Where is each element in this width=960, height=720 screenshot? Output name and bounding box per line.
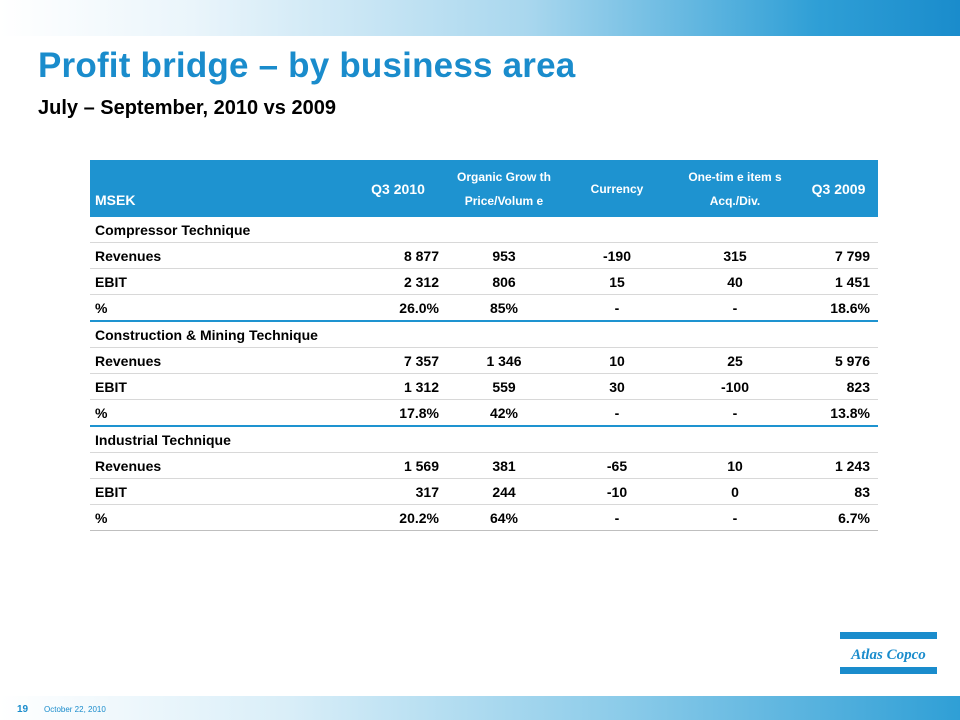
cell-q3-2009: 13.8% (799, 399, 878, 427)
section-title: Construction & Mining Technique (90, 321, 878, 348)
section-row-construction-mining-technique: Construction & Mining Technique (90, 321, 878, 348)
cell-organic: 381 (445, 452, 563, 479)
top-gradient-band (0, 0, 960, 36)
cell-organic: 806 (445, 268, 563, 295)
cell-currency: - (563, 399, 671, 427)
cell-onetime: 315 (671, 242, 799, 269)
row-label: EBIT (90, 478, 351, 505)
section-title: Compressor Technique (90, 217, 878, 243)
table-row: % 20.2% 64% - - 6.7% (90, 504, 878, 531)
table-row: % 17.8% 42% - - 13.8% (90, 399, 878, 427)
atlas-copco-logo: Atlas Copco (840, 632, 937, 674)
cell-q3-2010: 8 877 (351, 242, 445, 269)
cell-onetime: - (671, 294, 799, 322)
cell-q3-2010: 1 312 (351, 373, 445, 400)
table-row: EBIT 2 312 806 15 40 1 451 (90, 268, 878, 295)
bottom-gradient-band (0, 696, 960, 720)
cell-q3-2010: 7 357 (351, 347, 445, 374)
cell-organic: 559 (445, 373, 563, 400)
cell-q3-2009: 1 451 (799, 268, 878, 295)
cell-q3-2009: 18.6% (799, 294, 878, 322)
cell-onetime: 10 (671, 452, 799, 479)
cell-currency: 10 (563, 347, 671, 374)
cell-organic: 42% (445, 399, 563, 427)
header-onetime-items: One-tim e item s Acq./Div. (671, 160, 799, 217)
header-currency: Currency (563, 160, 671, 217)
slide-title: Profit bridge – by business area (38, 46, 576, 85)
cell-onetime: - (671, 399, 799, 427)
cell-organic: 64% (445, 504, 563, 531)
cell-organic: 244 (445, 478, 563, 505)
table-row: Revenues 8 877 953 -190 315 7 799 (90, 242, 878, 269)
cell-onetime: 40 (671, 268, 799, 295)
header-organic-line2: Price/Volum e (464, 193, 544, 208)
table-header-row: MSEK Q3 2010 Organic Grow th Price/Volum… (90, 160, 878, 217)
cell-q3-2010: 2 312 (351, 268, 445, 295)
cell-organic: 85% (445, 294, 563, 322)
cell-q3-2010: 1 569 (351, 452, 445, 479)
cell-currency: -190 (563, 242, 671, 269)
cell-organic: 1 346 (445, 347, 563, 374)
row-label: % (90, 399, 351, 427)
row-label: Revenues (90, 242, 351, 269)
row-label: % (90, 294, 351, 322)
table-row: Revenues 1 569 381 -65 10 1 243 (90, 452, 878, 479)
row-label: EBIT (90, 373, 351, 400)
cell-q3-2009: 823 (799, 373, 878, 400)
cell-currency: -10 (563, 478, 671, 505)
table-row: % 26.0% 85% - - 18.6% (90, 294, 878, 322)
cell-onetime: 25 (671, 347, 799, 374)
svg-text:Atlas Copco: Atlas Copco (850, 647, 926, 663)
header-onetime-line1: One-tim e item s (688, 169, 782, 184)
slide-date: October 22, 2010 (44, 705, 106, 714)
table-row: EBIT 1 312 559 30 -100 823 (90, 373, 878, 400)
cell-onetime: 0 (671, 478, 799, 505)
cell-currency: -65 (563, 452, 671, 479)
table-row: EBIT 317 244 -10 0 83 (90, 478, 878, 505)
section-row-industrial-technique: Industrial Technique (90, 426, 878, 453)
cell-q3-2010: 317 (351, 478, 445, 505)
cell-q3-2009: 83 (799, 478, 878, 505)
cell-currency: - (563, 504, 671, 531)
cell-currency: 30 (563, 373, 671, 400)
slide-subtitle: July – September, 2010 vs 2009 (38, 97, 336, 119)
cell-q3-2010: 20.2% (351, 504, 445, 531)
row-label: % (90, 504, 351, 531)
row-label: Revenues (90, 347, 351, 374)
header-msek: MSEK (90, 160, 351, 217)
cell-q3-2009: 5 976 (799, 347, 878, 374)
cell-currency: - (563, 294, 671, 322)
cell-organic: 953 (445, 242, 563, 269)
row-label: Revenues (90, 452, 351, 479)
page-number: 19 (17, 704, 29, 715)
cell-onetime: - (671, 504, 799, 531)
cell-q3-2009: 7 799 (799, 242, 878, 269)
row-label: EBIT (90, 268, 351, 295)
cell-q3-2010: 26.0% (351, 294, 445, 322)
cell-currency: 15 (563, 268, 671, 295)
table-row: Revenues 7 357 1 346 10 25 5 976 (90, 347, 878, 374)
header-organic-line1: Organic Grow th (456, 169, 551, 184)
header-q3-2010: Q3 2010 (351, 160, 445, 217)
cell-onetime: -100 (671, 373, 799, 400)
header-organic-growth: Organic Grow th Price/Volum e (445, 160, 563, 217)
header-onetime-line2: Acq./Div. (709, 193, 761, 208)
profit-bridge-table: MSEK Q3 2010 Organic Grow th Price/Volum… (90, 160, 878, 531)
cell-q3-2009: 6.7% (799, 504, 878, 531)
section-row-compressor-technique: Compressor Technique (90, 217, 878, 243)
section-title: Industrial Technique (90, 426, 878, 453)
header-q3-2009: Q3 2009 (799, 160, 878, 217)
cell-q3-2009: 1 243 (799, 452, 878, 479)
cell-q3-2010: 17.8% (351, 399, 445, 427)
